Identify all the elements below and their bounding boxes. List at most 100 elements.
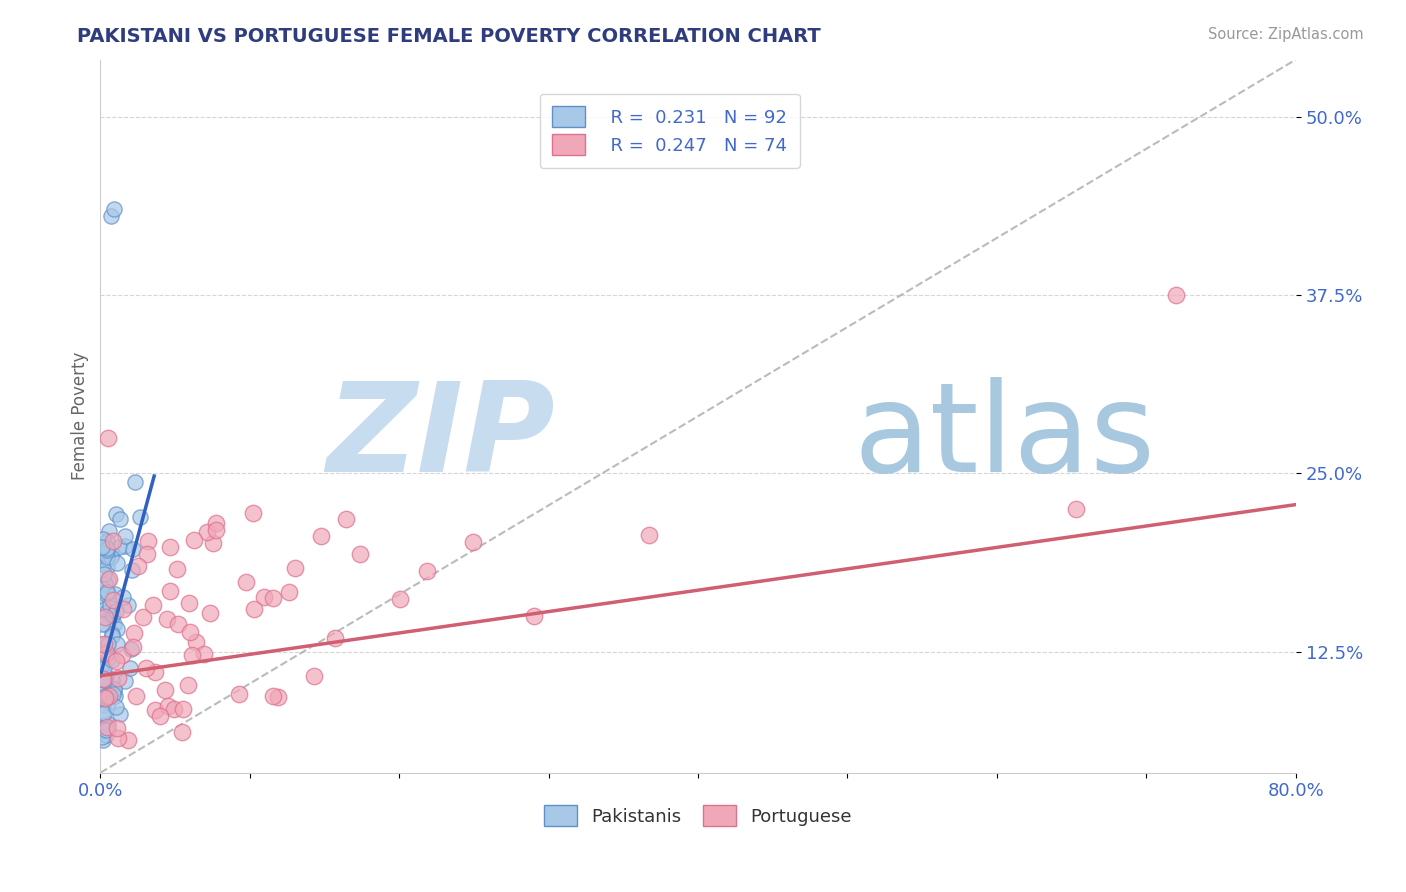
Point: [90, 637, 112, 651]
Text: Source: ZipAtlas.com: Source: ZipAtlas.com: [1208, 27, 1364, 42]
Point: [94, 689, 117, 703]
Point: [167, 617, 190, 632]
Point: [105, 556, 128, 570]
Point: [1166, 288, 1188, 302]
Point: [118, 661, 141, 675]
Point: [195, 524, 218, 539]
Point: [157, 699, 180, 714]
Point: [204, 523, 226, 537]
Point: [107, 731, 129, 746]
Point: [135, 661, 157, 675]
Point: [96, 534, 118, 549]
Point: [104, 689, 127, 703]
Point: [100, 549, 122, 564]
Point: [91, 557, 114, 571]
Point: [103, 682, 125, 697]
Point: [129, 510, 152, 524]
Point: [262, 690, 284, 704]
Point: [114, 674, 136, 689]
Point: [90, 580, 112, 594]
Text: PAKISTANI VS PORTUGUESE FEMALE POVERTY CORRELATION CHART: PAKISTANI VS PORTUGUESE FEMALE POVERTY C…: [77, 27, 821, 45]
Point: [389, 591, 412, 606]
Point: [156, 612, 179, 626]
Point: [103, 202, 125, 217]
Point: [103, 682, 125, 697]
Point: [638, 527, 661, 541]
Point: [90, 722, 112, 736]
Point: [94, 723, 117, 737]
Point: [122, 541, 145, 556]
Point: [93, 545, 115, 559]
Point: [94, 722, 117, 736]
Point: [205, 516, 228, 530]
Point: [101, 592, 124, 607]
Point: [181, 648, 204, 662]
Point: [143, 665, 166, 680]
Legend: Pakistanis, Portuguese: Pakistanis, Portuguese: [536, 797, 860, 835]
Point: [309, 529, 332, 543]
Point: [114, 539, 136, 553]
Point: [159, 540, 181, 554]
Point: [186, 635, 208, 649]
Point: [90, 686, 112, 700]
Point: [105, 721, 128, 735]
Point: [463, 534, 485, 549]
Point: [96, 670, 118, 684]
Point: [93, 636, 115, 650]
Point: [142, 598, 165, 612]
Point: [96, 541, 118, 555]
Point: [117, 599, 139, 613]
Text: atlas: atlas: [853, 377, 1156, 498]
Point: [96, 548, 118, 562]
Point: [93, 673, 115, 687]
Point: [97, 524, 120, 539]
Point: [97, 722, 120, 736]
Point: [101, 653, 124, 667]
Point: [132, 610, 155, 624]
Point: [91, 617, 114, 632]
Point: [97, 689, 120, 703]
Point: [104, 654, 127, 668]
Point: [97, 585, 120, 599]
Point: [117, 733, 139, 747]
Point: [104, 700, 127, 714]
Point: [243, 602, 266, 616]
Point: [94, 547, 117, 561]
Point: [100, 627, 122, 641]
Point: [96, 543, 118, 558]
Point: [101, 673, 124, 687]
Point: [101, 607, 124, 622]
Point: [112, 602, 135, 616]
Point: [93, 718, 115, 732]
Point: [91, 540, 114, 554]
Point: [302, 669, 325, 683]
Point: [100, 210, 122, 224]
Point: [228, 687, 250, 701]
Point: [122, 626, 145, 640]
Point: [98, 689, 121, 703]
Point: [110, 648, 132, 663]
Point: [91, 533, 114, 547]
Point: [103, 587, 125, 601]
Point: [101, 533, 124, 548]
Point: [267, 690, 290, 704]
Point: [335, 511, 357, 525]
Point: [202, 536, 225, 550]
Point: [104, 507, 127, 521]
Point: [97, 717, 120, 731]
Point: [98, 598, 121, 612]
Point: [90, 594, 112, 608]
Point: [96, 690, 118, 704]
Point: [91, 732, 114, 747]
Point: [179, 625, 201, 640]
Point: [108, 707, 131, 722]
Point: [96, 721, 118, 735]
Point: [98, 608, 121, 623]
Y-axis label: Female Poverty: Female Poverty: [72, 352, 89, 481]
Point: [97, 637, 120, 651]
Point: [97, 431, 120, 445]
Point: [93, 706, 115, 721]
Point: [101, 629, 124, 643]
Point: [108, 512, 131, 526]
Point: [105, 604, 128, 618]
